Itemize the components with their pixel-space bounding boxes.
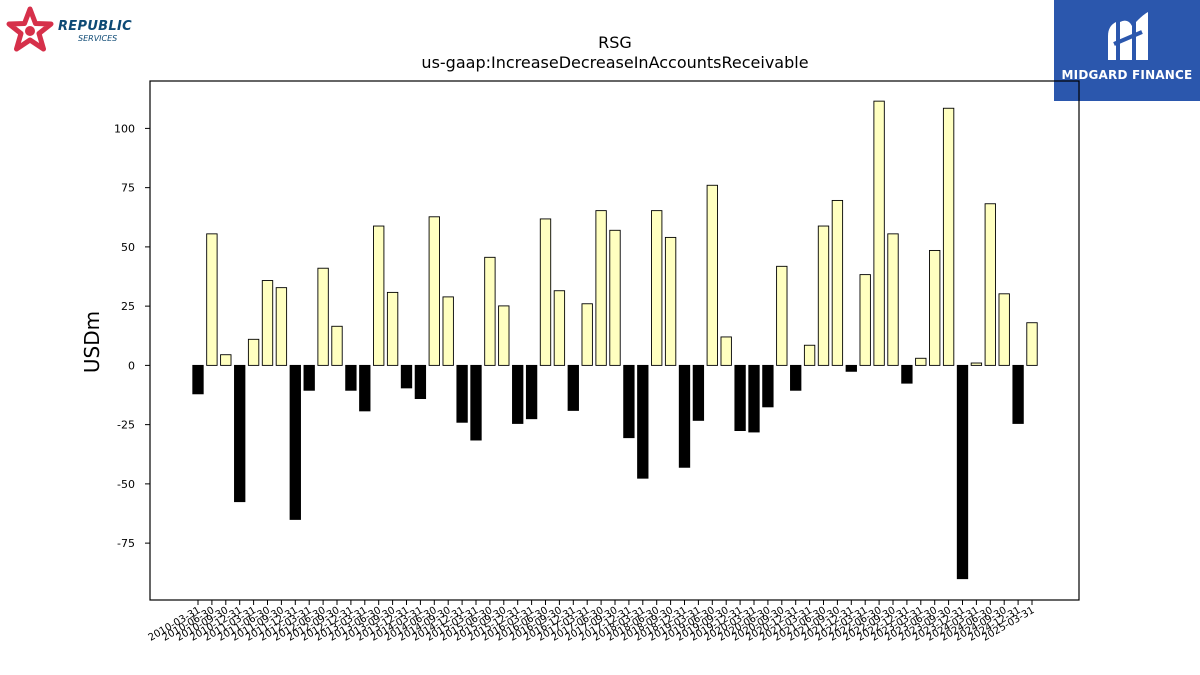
y-axis-label: USDm: [80, 311, 104, 373]
bar: [651, 210, 663, 366]
bar: [1012, 364, 1024, 424]
bar: [581, 303, 593, 366]
plot-frame: [149, 80, 1080, 601]
bar: [400, 364, 413, 389]
y-tick-label: -50: [117, 478, 135, 491]
y-tick-label: 75: [121, 182, 135, 195]
bar: [915, 357, 927, 366]
bar: [901, 364, 913, 384]
bar: [984, 203, 996, 366]
bar: [192, 364, 204, 395]
bar: [261, 280, 274, 366]
bar: [609, 229, 621, 366]
logo-left-sub-text: SERVICES: [78, 34, 118, 43]
midgard-finance-logo: MIDGARD FINANCE: [1054, 0, 1200, 101]
bar: [303, 364, 315, 391]
bar: [484, 256, 496, 366]
bar: [803, 344, 816, 366]
bar: [386, 291, 399, 366]
bar: [873, 100, 885, 366]
bar: [831, 199, 844, 366]
bar: [942, 107, 955, 366]
bar: [970, 362, 983, 366]
y-tick-label: 25: [121, 300, 135, 313]
bar: [887, 233, 899, 366]
bar: [428, 216, 440, 366]
y-axis: -75 -50 -25 0 25 50 75 100: [114, 122, 150, 550]
bar: [706, 184, 718, 366]
bar: [512, 364, 524, 424]
bar: [998, 293, 1010, 366]
bar: [220, 354, 232, 366]
bar: [331, 325, 343, 366]
bar: [956, 364, 969, 580]
chart-title: RSG: [598, 33, 632, 52]
chart-subtitle: us-gaap:IncreaseDecreaseInAccountsReceiv…: [421, 53, 808, 72]
bar: [359, 364, 371, 412]
bar: [373, 225, 385, 366]
bar: [678, 364, 691, 468]
y-tick-label: -75: [117, 537, 135, 550]
y-tick-label: 50: [121, 241, 135, 254]
bar: [734, 364, 746, 432]
bar: [637, 364, 649, 479]
bar: [470, 364, 482, 441]
bar: [845, 364, 857, 372]
bar: [817, 225, 830, 366]
republic-star-icon: [6, 6, 54, 52]
bar: [929, 249, 941, 366]
x-axis: 2010-03-312010-06-302010-09-302010-12-31…: [147, 600, 1037, 644]
bar: [567, 364, 579, 411]
bar: [692, 364, 705, 421]
bar: [539, 218, 552, 366]
bars-group: [192, 100, 1038, 580]
bar: [623, 364, 635, 439]
bar: [414, 364, 427, 400]
bar: [525, 364, 538, 420]
republic-services-logo: REPUBLIC SERVICES: [6, 6, 146, 54]
y-tick-label: 100: [114, 122, 135, 135]
midgard-m-icon: [1108, 12, 1148, 61]
y-tick-label: -25: [117, 419, 135, 432]
bar: [317, 267, 329, 366]
bar: [595, 210, 607, 366]
bar: [234, 364, 246, 503]
bar: [1026, 322, 1038, 366]
bar: [748, 364, 760, 433]
bar: [859, 274, 871, 366]
bar: [289, 364, 301, 520]
logo-left-main-text: REPUBLIC: [58, 19, 132, 34]
bar: [206, 233, 218, 366]
bar: [345, 364, 357, 391]
bar: [790, 364, 802, 391]
bar: [553, 290, 566, 366]
bar: [247, 338, 260, 366]
bar: [498, 305, 510, 366]
bar: [442, 296, 454, 366]
bar: [664, 236, 677, 366]
bar: [776, 265, 788, 366]
logo-right-text: MIDGARD FINANCE: [1061, 68, 1193, 82]
bar: [275, 287, 288, 366]
bar: [456, 364, 468, 423]
bar: [720, 336, 732, 366]
y-tick-label: 0: [128, 359, 135, 372]
bar: [762, 364, 774, 408]
